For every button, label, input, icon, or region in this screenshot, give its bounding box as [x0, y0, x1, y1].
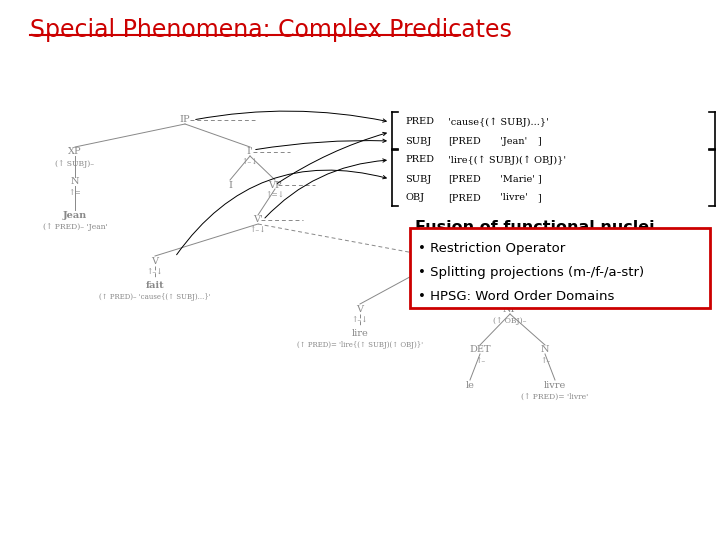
Text: lire: lire	[351, 328, 369, 338]
Text: N: N	[541, 346, 549, 354]
Text: [PRED: [PRED	[448, 137, 481, 145]
Text: SUBJ: SUBJ	[405, 174, 431, 184]
Text: • Restriction Operator: • Restriction Operator	[418, 242, 565, 255]
Text: N: N	[71, 178, 79, 186]
Text: livre: livre	[544, 381, 566, 389]
Text: V: V	[356, 306, 364, 314]
Text: ↑–↓: ↑–↓	[250, 227, 266, 235]
Text: • Splitting projections (m-/f-/a-str): • Splitting projections (m-/f-/a-str)	[418, 266, 644, 279]
Text: VP: VP	[423, 258, 437, 267]
Text: ]: ]	[537, 137, 541, 145]
Text: (↑ OBJ)–: (↑ OBJ)–	[493, 317, 527, 325]
Text: 'lire{(↑ SUBJ)(↑ OBJ)}': 'lire{(↑ SUBJ)(↑ OBJ)}'	[448, 156, 566, 165]
Text: fait: fait	[145, 280, 164, 289]
Text: SUBJ: SUBJ	[405, 137, 431, 145]
Text: IP: IP	[180, 116, 190, 125]
Text: ]: ]	[537, 174, 541, 184]
Text: [PRED: [PRED	[448, 193, 481, 202]
Text: V: V	[151, 258, 158, 267]
Text: le: le	[466, 381, 474, 389]
Text: ↑–↓: ↑–↓	[242, 159, 258, 167]
Text: ↑=↓: ↑=↓	[266, 192, 284, 200]
Text: (↑ PRED)= 'livre': (↑ PRED)= 'livre'	[521, 393, 589, 401]
Text: Fusion of functional nuclei: Fusion of functional nuclei	[415, 220, 654, 235]
Text: NP: NP	[503, 306, 518, 314]
Text: 'livre': 'livre'	[500, 193, 528, 202]
Text: OBJ: OBJ	[405, 193, 424, 202]
Text: DET: DET	[469, 346, 491, 354]
Text: PRED: PRED	[405, 118, 434, 126]
Text: ↑–↓: ↑–↓	[147, 269, 163, 277]
Text: 'Jean': 'Jean'	[500, 137, 527, 145]
Text: 'Marie': 'Marie'	[500, 174, 535, 184]
Text: XP: XP	[68, 147, 82, 157]
Text: ↑–: ↑–	[540, 357, 550, 365]
Text: PRED: PRED	[405, 156, 434, 165]
Text: Jean: Jean	[63, 211, 87, 219]
Text: ↑–: ↑–	[475, 357, 485, 365]
Text: • HPSG: Word Order Domains: • HPSG: Word Order Domains	[418, 290, 614, 303]
Text: (↑ SUBJ)–: (↑ SUBJ)–	[55, 160, 94, 168]
Text: Special Phenomena: Complex Predicates: Special Phenomena: Complex Predicates	[30, 18, 512, 42]
Text: [PRED: [PRED	[448, 174, 481, 184]
Text: (↑ PRED)– 'cause{(↑ SUBJ)...}': (↑ PRED)– 'cause{(↑ SUBJ)...}'	[99, 293, 211, 301]
Bar	[410, 228, 710, 308]
Text: (↑ PRED)– 'Jean': (↑ PRED)– 'Jean'	[42, 223, 107, 231]
Text: ↓–↓: ↓–↓	[422, 269, 438, 277]
Text: ↑–↓: ↑–↓	[351, 317, 369, 325]
Text: (↑ PRED)= 'lire{(↑ SUBJ)(↑ OBJ)}': (↑ PRED)= 'lire{(↑ SUBJ)(↑ OBJ)}'	[297, 341, 423, 349]
Text: V': V'	[253, 215, 263, 225]
Text: 'cause{(↑ SUBJ)...}': 'cause{(↑ SUBJ)...}'	[448, 117, 549, 127]
Text: VP: VP	[268, 180, 282, 190]
Text: I: I	[228, 180, 232, 190]
Text: ]: ]	[537, 193, 541, 202]
Text: ↑=: ↑=	[68, 189, 81, 197]
Text: I': I'	[247, 147, 253, 157]
